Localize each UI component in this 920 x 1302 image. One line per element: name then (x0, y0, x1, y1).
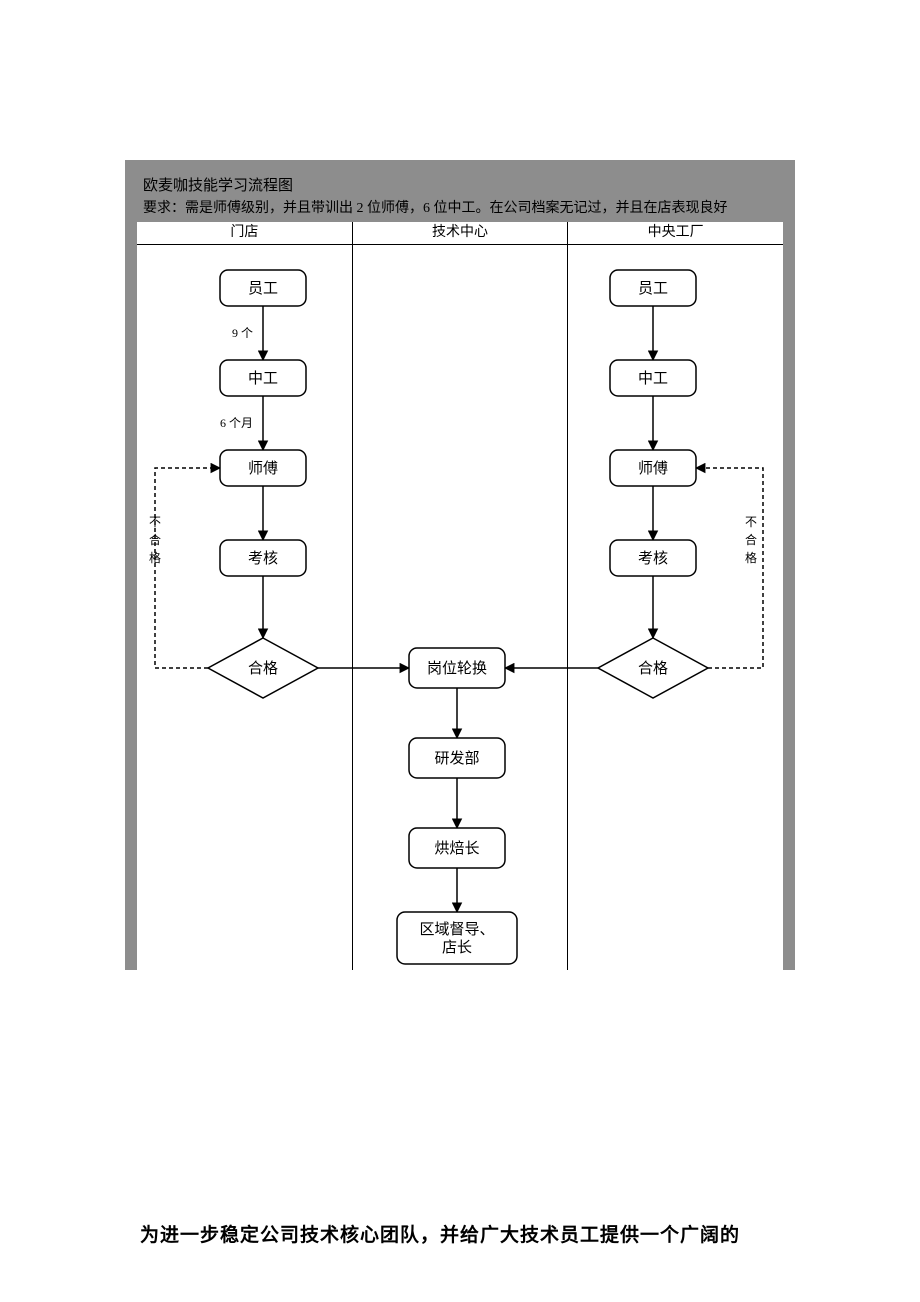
flow-node: 中工 (220, 360, 306, 396)
flow-node: 研发部 (409, 738, 505, 778)
svg-text:中工: 中工 (248, 370, 278, 387)
flow-node: 考核 (610, 540, 696, 576)
svg-text:不: 不 (745, 515, 757, 529)
columns-header: 门店 技术中心 中央工厂 (137, 222, 783, 245)
diagram-frame: 欧麦咖技能学习流程图 要求：需是师傅级别，并且带训出 2 位师傅，6 位中工。在… (125, 160, 795, 970)
flow-node: 区域督导、店长 (397, 912, 517, 964)
flow-node: 师傅 (220, 450, 306, 486)
page: 欧麦咖技能学习流程图 要求：需是师傅级别，并且带训出 2 位师傅，6 位中工。在… (0, 0, 920, 1302)
flow-node: 中工 (610, 360, 696, 396)
diagram-subtitle: 要求：需是师傅级别，并且带训出 2 位师傅，6 位中工。在公司档案无记过，并且在… (143, 199, 777, 219)
svg-text:考核: 考核 (638, 550, 668, 567)
svg-text:格: 格 (745, 550, 757, 565)
flow-node: 烘焙长 (409, 828, 505, 868)
flow-node: 合格 (208, 638, 318, 698)
svg-text:员工: 员工 (248, 281, 278, 297)
diagram-title: 欧麦咖技能学习流程图 (143, 176, 777, 197)
svg-text:6 个月: 6 个月 (220, 416, 253, 430)
flow-node: 合格 (598, 638, 708, 698)
svg-text:合: 合 (745, 532, 757, 547)
footer-paragraph: 为进一步稳定公司技术核心团队，并给广大技术员工提供一个广阔的 (140, 1220, 780, 1247)
svg-text:研发部: 研发部 (434, 750, 479, 767)
title-bar: 欧麦咖技能学习流程图 要求：需是师傅级别，并且带训出 2 位师傅，6 位中工。在… (137, 172, 783, 222)
svg-text:区域督导、: 区域督导、 (419, 921, 494, 938)
svg-text:店长: 店长 (442, 939, 472, 956)
col-header-factory: 中央工厂 (567, 222, 783, 244)
svg-text:不: 不 (149, 515, 161, 529)
svg-text:师傅: 师傅 (638, 460, 668, 477)
svg-text:师傅: 师傅 (248, 460, 278, 477)
flow-node: 员工 (220, 270, 306, 306)
flowchart-svg: 9 个6 个月不合格不合格员工中工师傅考核合格员工中工师傅考核合格岗位轮换研发部… (137, 244, 783, 970)
col-header-store: 门店 (137, 222, 352, 244)
flow-node: 考核 (220, 540, 306, 576)
svg-text:岗位轮换: 岗位轮换 (427, 660, 487, 677)
svg-text:格: 格 (149, 550, 161, 565)
svg-text:合格: 合格 (248, 660, 278, 677)
col-header-tech: 技术中心 (352, 222, 568, 244)
flow-node: 岗位轮换 (409, 648, 505, 688)
flow-node: 员工 (610, 270, 696, 306)
svg-text:中工: 中工 (638, 370, 668, 387)
flow-node: 师傅 (610, 450, 696, 486)
svg-text:合: 合 (149, 532, 161, 547)
svg-text:考核: 考核 (248, 550, 278, 567)
svg-text:合格: 合格 (638, 660, 668, 677)
svg-text:员工: 员工 (638, 281, 668, 297)
svg-text:9 个: 9 个 (232, 326, 253, 340)
svg-text:烘焙长: 烘焙长 (434, 840, 479, 857)
